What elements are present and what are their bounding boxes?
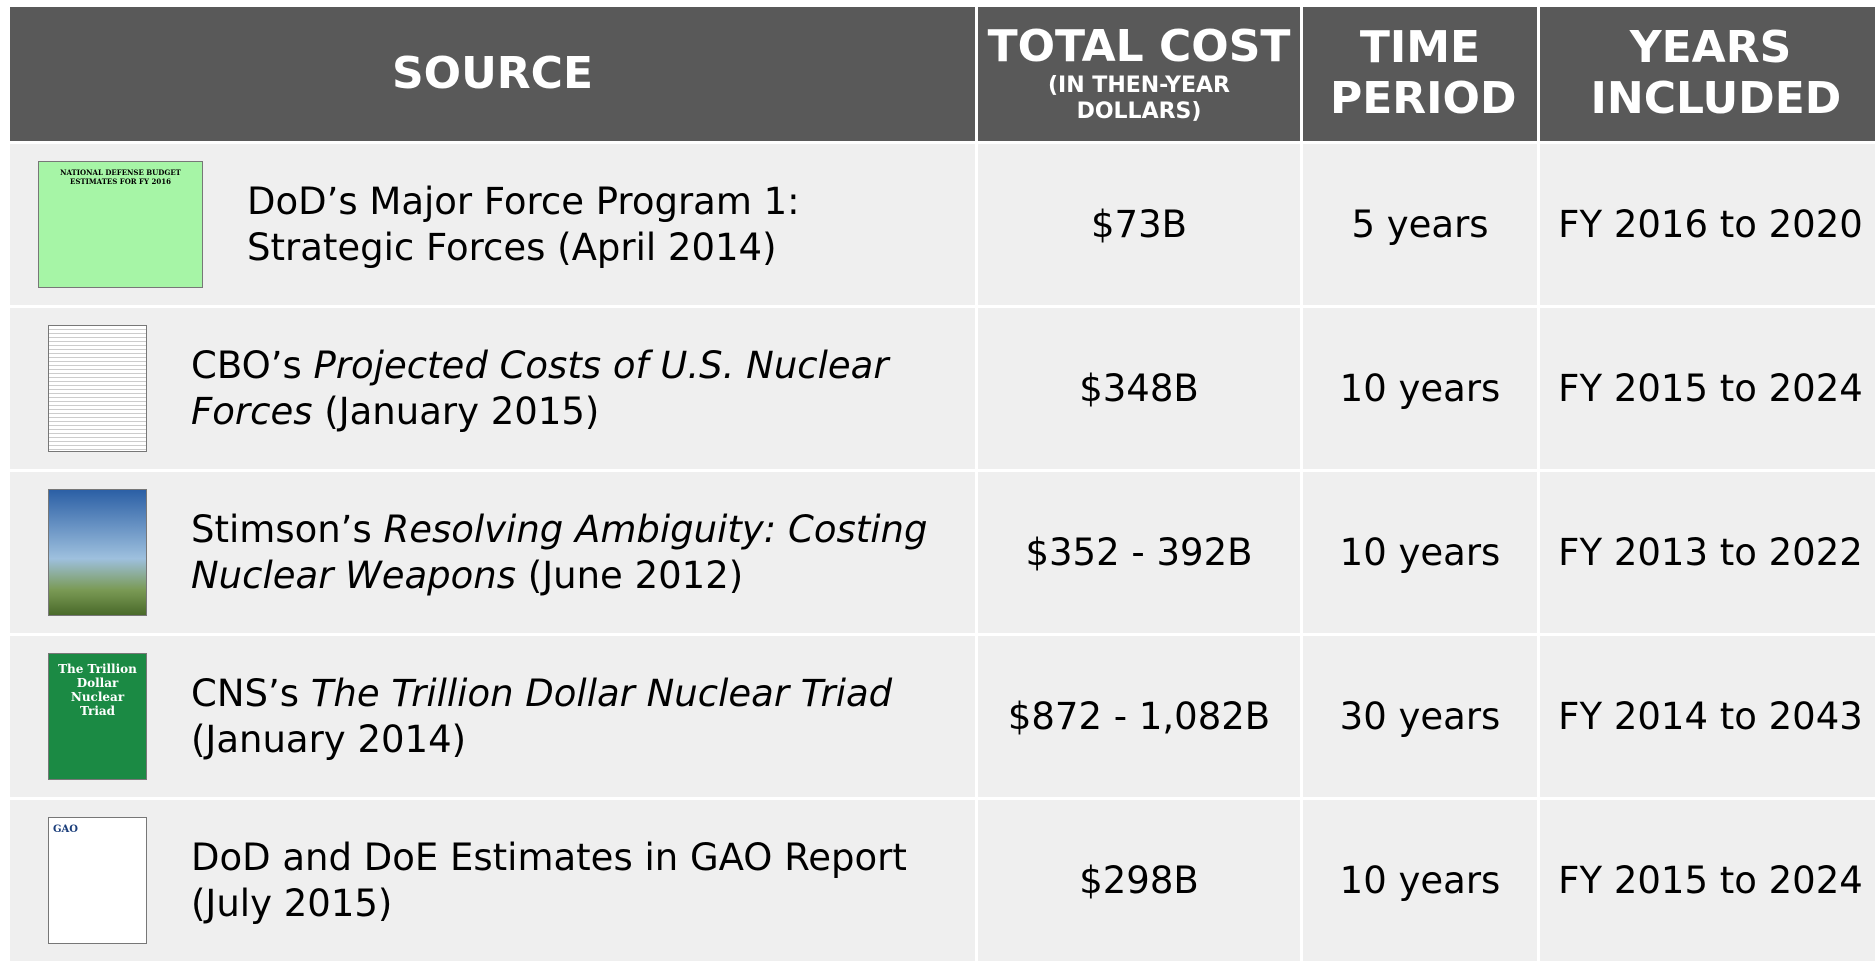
source-segment: Stimson’s — [191, 508, 384, 552]
years-text: FY 2013 to 2022 — [1558, 531, 1863, 574]
cover-thumbnail — [48, 489, 147, 616]
source-segment: (June 2012) — [516, 553, 744, 597]
source-segment: Projected Costs of U.S. Nuclear Forces — [191, 344, 889, 433]
cover-title: GAO — [53, 824, 79, 835]
cover-thumbnail: GAO — [48, 817, 147, 944]
period-cell: 5 years — [1303, 144, 1537, 305]
period-text: 10 years — [1339, 531, 1501, 574]
period-text: 5 years — [1351, 203, 1489, 246]
cover-title: NATIONAL DEFENSE BUDGET ESTIMATES FOR FY… — [60, 168, 181, 186]
source-cell: CBO’s Projected Costs of U.S. Nuclear Fo… — [10, 308, 975, 469]
years-text: FY 2015 to 2024 — [1558, 859, 1863, 902]
cost-cell: $872 - 1,082B — [978, 636, 1300, 797]
source-segment: Resolving Ambiguity: Costing Nuclear Wea… — [191, 508, 928, 597]
source-segment: CNS’s — [191, 672, 311, 716]
years-text: FY 2015 to 2024 — [1558, 367, 1863, 410]
years-cell: FY 2015 to 2024 — [1540, 308, 1875, 469]
cover-thumbnail: NATIONAL DEFENSE BUDGET ESTIMATES FOR FY… — [38, 161, 203, 288]
cost-text: $298B — [1079, 859, 1199, 902]
source-segment: (January 2014) — [191, 717, 467, 761]
header-text: SOURCE — [391, 47, 594, 99]
period-cell: 10 years — [1303, 800, 1537, 961]
header-text: TIME PERIOD — [1330, 22, 1517, 124]
period-cell: 10 years — [1303, 472, 1537, 633]
years-text: FY 2016 to 2020 — [1558, 203, 1863, 246]
cost-text: $73B — [1090, 203, 1187, 246]
cover-thumbnail: The Trillion Dollar Nuclear Triad — [48, 653, 147, 780]
cost-text: $352 - 392B — [1025, 531, 1253, 574]
source-cell: NATIONAL DEFENSE BUDGET ESTIMATES FOR FY… — [10, 144, 975, 305]
period-cell: 10 years — [1303, 308, 1537, 469]
header-source: SOURCE — [10, 7, 975, 141]
period-cell: 30 years — [1303, 636, 1537, 797]
source-cell: Stimson’s Resolving Ambiguity: Costing N… — [10, 472, 975, 633]
source-text: CBO’s Projected Costs of U.S. Nuclear Fo… — [191, 343, 975, 433]
source-text: Stimson’s Resolving Ambiguity: Costing N… — [191, 507, 975, 597]
header-text: YEARS INCLUDED — [1590, 22, 1842, 124]
header-text: TOTAL COST — [987, 21, 1291, 73]
period-text: 10 years — [1339, 859, 1501, 902]
period-text: 10 years — [1339, 367, 1501, 410]
cost-text: $348B — [1079, 367, 1199, 410]
header-years: YEARS INCLUDED — [1540, 7, 1875, 141]
header-cost: TOTAL COST (IN THEN-YEAR DOLLARS) — [978, 7, 1300, 141]
cover-title: The Trillion Dollar Nuclear Triad — [58, 662, 137, 718]
source-segment: DoD’s Major Force Program 1: Strategic F… — [247, 180, 800, 269]
cost-cell: $352 - 392B — [978, 472, 1300, 633]
source-cell: GAO DoD and DoE Estimates in GAO Report (… — [10, 800, 975, 961]
source-text: CNS’s The Trillion Dollar Nuclear Triad … — [191, 671, 975, 761]
source-cell: The Trillion Dollar Nuclear Triad CNS’s T… — [10, 636, 975, 797]
years-cell: FY 2014 to 2043 — [1540, 636, 1875, 797]
cover-thumbnail — [48, 325, 147, 452]
header-note: (IN THEN-YEAR DOLLARS) — [1048, 72, 1230, 125]
period-text: 30 years — [1339, 695, 1501, 738]
source-segment: DoD and DoE Estimates in GAO Report (Jul… — [191, 836, 907, 925]
years-cell: FY 2013 to 2022 — [1540, 472, 1875, 633]
source-text: DoD and DoE Estimates in GAO Report (Jul… — [191, 835, 975, 925]
source-segment: CBO’s — [191, 344, 314, 388]
source-segment: The Trillion Dollar Nuclear Triad — [310, 672, 893, 716]
cost-cell: $298B — [978, 800, 1300, 961]
cost-cell: $348B — [978, 308, 1300, 469]
cost-text: $872 - 1,082B — [1007, 695, 1271, 738]
header-period: TIME PERIOD — [1303, 7, 1537, 141]
years-cell: FY 2016 to 2020 — [1540, 144, 1875, 305]
source-segment: (January 2015) — [312, 389, 600, 433]
cost-cell: $73B — [978, 144, 1300, 305]
table: SOURCE TOTAL COST (IN THEN-YEAR DOLLARS) … — [10, 7, 1875, 961]
years-text: FY 2014 to 2043 — [1558, 695, 1863, 738]
source-text: DoD’s Major Force Program 1: Strategic F… — [247, 179, 975, 269]
years-cell: FY 2015 to 2024 — [1540, 800, 1875, 961]
